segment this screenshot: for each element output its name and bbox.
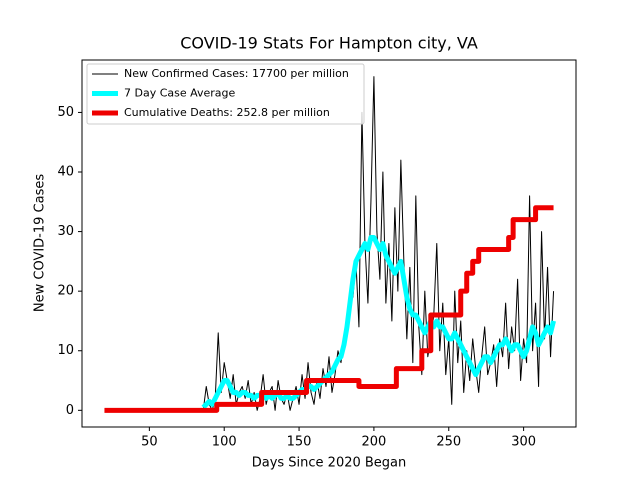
legend: New Confirmed Cases: 17700 per million 7 … xyxy=(86,63,365,125)
y-tick-label: 50 xyxy=(57,105,74,120)
legend-label: 7 Day Case Average xyxy=(124,87,236,100)
series-line xyxy=(202,76,555,411)
x-tick-label: 250 xyxy=(436,435,461,450)
plot-area xyxy=(104,76,556,413)
x-tick-label: 300 xyxy=(511,435,536,450)
x-tick-label: 100 xyxy=(212,435,237,450)
chart-title: COVID-19 Stats For Hampton city, VA xyxy=(180,34,478,53)
series-line xyxy=(104,205,554,413)
y-tick-label: 0 xyxy=(66,403,74,418)
x-tick-label: 150 xyxy=(287,435,312,450)
legend-label: New Confirmed Cases: 17700 per million xyxy=(124,67,349,80)
axes-frame xyxy=(81,59,577,428)
x-tick-label: 200 xyxy=(361,435,386,450)
y-axis-label: New COVID-19 Cases xyxy=(33,174,48,312)
legend-label: Cumulative Deaths: 252.8 per million xyxy=(124,106,330,119)
y-tick-label: 30 xyxy=(57,224,74,239)
x-tick-label: 50 xyxy=(141,435,158,450)
x-axis-label: Days Since 2020 Began xyxy=(252,456,407,471)
y-tick-label: 40 xyxy=(57,165,74,180)
legend-box xyxy=(86,63,365,125)
y-tick-label: 10 xyxy=(57,343,74,358)
y-tick-label: 20 xyxy=(57,284,74,299)
